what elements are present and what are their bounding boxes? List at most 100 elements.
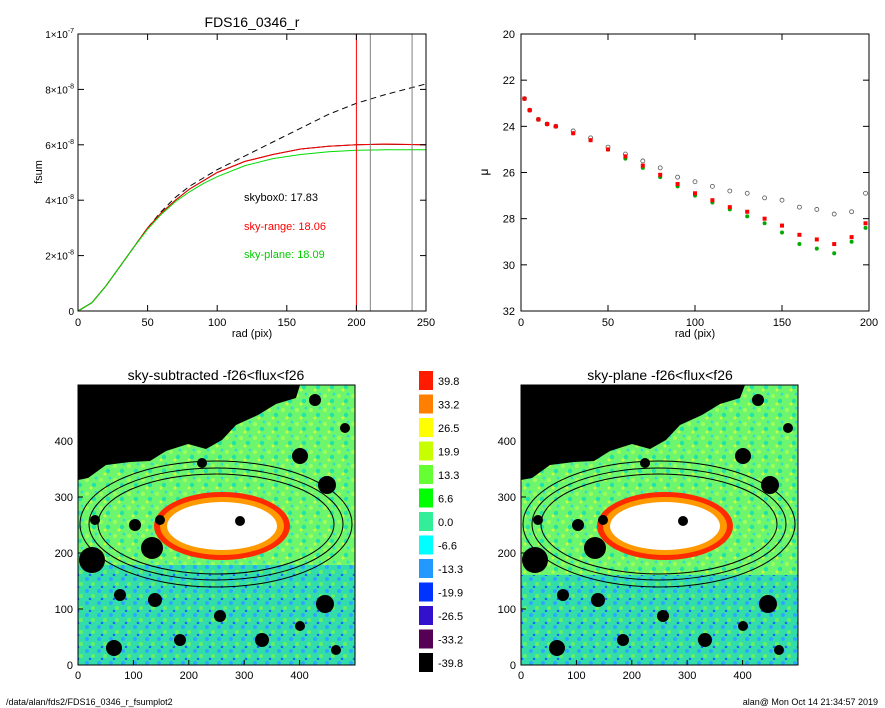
panel1-xlabel: rad (pix) xyxy=(232,328,272,340)
mu-point-red xyxy=(545,122,550,127)
x-tick-label: 200 xyxy=(180,670,198,682)
panel2-ylabel: μ xyxy=(477,168,491,175)
colorbar: 39.8 33.2 26.5 19.9 13.3 6.6 0.0 -6.6 -13.3 -19.9… xyxy=(419,371,463,672)
fsum-series-0 xyxy=(78,83,426,311)
panel-mu: 0 50 100 150 200 20 22 24 26 28 30 32 rad (pix) μ xyxy=(477,29,878,340)
colorbar-label: -13.3 xyxy=(438,564,463,576)
y-tick-label: 20 xyxy=(503,29,515,41)
x-tick-label: 0 xyxy=(518,317,524,329)
colorbar-label: -33.2 xyxy=(438,635,463,647)
panel2-xlabel: rad (pix) xyxy=(675,328,715,340)
y-tick-label: 1×10-7 xyxy=(45,28,74,41)
panel4-title: sky-plane -f26<flux<f26 xyxy=(587,367,733,383)
colorbar-label: -6.6 xyxy=(438,541,457,553)
mu-point-open xyxy=(675,174,680,180)
x-tick-label: 400 xyxy=(290,670,308,682)
y-tick-label: 100 xyxy=(55,604,73,616)
mu-point-green xyxy=(797,242,802,247)
mu-point-open xyxy=(727,188,733,194)
y-tick-label: 4×10-8 xyxy=(45,194,74,207)
colorbar-label: 13.3 xyxy=(438,470,459,482)
mu-point-red xyxy=(832,242,837,247)
panel1-title: FDS16_0346_r xyxy=(205,14,300,30)
x-tick-label: 50 xyxy=(141,317,153,329)
panel-fsum: FDS16_0346_r 0 50 100 150 200 250 0 2×10-8 4×10-… xyxy=(33,14,435,340)
y-tick-label: 26 xyxy=(503,168,515,180)
footer-timestamp: alan@ Mon Oct 14 21:34:57 2019 xyxy=(743,697,878,707)
mu-point-red xyxy=(762,216,767,221)
x-tick-label: 0 xyxy=(75,317,81,329)
colorbar-swatch xyxy=(419,371,433,390)
colorbar-swatch xyxy=(419,559,433,578)
mu-point-red xyxy=(693,191,697,196)
panel1-annotation-skybox0: skybox0: 17.83 xyxy=(244,192,318,204)
mu-point-open xyxy=(657,165,663,171)
y-tick-label: 32 xyxy=(503,306,515,318)
x-tick-label: 300 xyxy=(235,670,253,682)
mu-point-green xyxy=(745,214,750,219)
y-tick-label: 6×10-8 xyxy=(45,139,74,152)
colorbar-label: 39.8 xyxy=(438,376,459,388)
mu-point-red xyxy=(536,117,541,122)
mu-point-open xyxy=(831,211,837,217)
mu-point-red xyxy=(522,96,527,101)
mu-point-red xyxy=(623,154,628,159)
y-tick-label: 30 xyxy=(503,260,515,272)
mu-point-red xyxy=(863,221,868,226)
panel1-ylabel: fsum xyxy=(33,160,45,184)
y-tick-exponent: -8 xyxy=(68,250,74,257)
panel4-image xyxy=(521,385,798,665)
colorbar-swatch xyxy=(419,582,433,602)
mu-point-red xyxy=(675,182,680,187)
y-tick-label: 2×10-8 xyxy=(45,250,74,263)
colorbar-label: -19.9 xyxy=(438,588,463,600)
mu-point-red xyxy=(727,205,732,210)
x-tick-label: 400 xyxy=(733,670,751,682)
x-tick-label: 300 xyxy=(678,670,696,682)
mu-point-open xyxy=(863,190,868,196)
mu-point-green xyxy=(780,230,784,235)
y-tick-label: 0 xyxy=(67,660,73,672)
panel1-annotation-sky-range: sky-range: 18.06 xyxy=(244,221,326,233)
y-tick-label: 200 xyxy=(498,548,516,560)
y-tick-exponent: -8 xyxy=(68,139,74,146)
y-tick-exponent: -7 xyxy=(68,28,74,35)
mu-point-red xyxy=(658,172,663,177)
mu-point-red xyxy=(640,163,645,168)
colorbar-swatch xyxy=(419,394,433,414)
panel-sky-subtracted: sky-subtracted -f26<flux<f26 xyxy=(55,367,356,682)
panel3-image xyxy=(78,385,355,665)
colorbar-swatch xyxy=(419,512,433,531)
mu-point-red xyxy=(588,138,593,143)
x-tick-label: 100 xyxy=(208,317,226,329)
colorbar-label: -26.5 xyxy=(438,611,463,623)
x-tick-label: 0 xyxy=(75,670,81,682)
y-tick-label: 0 xyxy=(68,307,74,318)
y-tick-label: 24 xyxy=(503,121,515,133)
colorbar-swatch xyxy=(419,606,433,625)
colorbar-swatch xyxy=(419,488,433,508)
colorbar-swatch xyxy=(419,418,433,437)
mu-point-open xyxy=(640,158,646,164)
y-tick-exponent: -8 xyxy=(68,194,74,201)
mu-point-red xyxy=(553,124,558,129)
mu-point-open xyxy=(744,190,750,196)
fsum-series-3 xyxy=(78,149,426,311)
x-tick-label: 100 xyxy=(686,317,704,329)
mu-point-open xyxy=(692,179,698,185)
mu-point-open xyxy=(814,207,820,212)
y-tick-label: 0 xyxy=(510,660,516,672)
y-tick-label: 400 xyxy=(55,436,73,448)
colorbar-swatch xyxy=(419,441,433,461)
panel3-frame xyxy=(77,384,356,666)
y-tick-label: 400 xyxy=(498,436,516,448)
mu-point-green xyxy=(762,221,767,226)
y-tick-label: 100 xyxy=(498,604,516,616)
panel1-frame xyxy=(77,33,427,312)
y-tick-label: 28 xyxy=(503,214,515,226)
panel1-annotation-sky-plane: sky-plane: 18.09 xyxy=(244,249,325,261)
x-tick-label: 100 xyxy=(124,670,142,682)
colorbar-label: 0.0 xyxy=(438,517,453,529)
y-tick-label: 300 xyxy=(498,492,516,504)
